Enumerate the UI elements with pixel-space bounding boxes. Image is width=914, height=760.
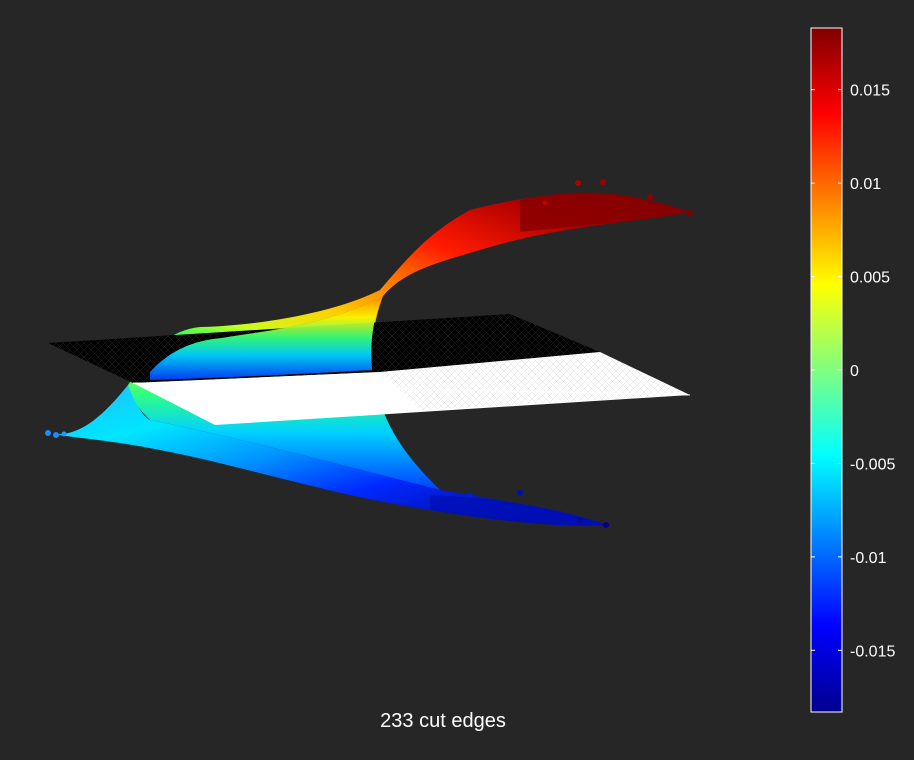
surface-upper-tail — [520, 192, 690, 232]
colorbar-tick-label: 0.015 — [850, 83, 890, 100]
colorbar: -0.015 -0.01 -0.005 0 0.005 0.01 0.015 — [810, 27, 895, 713]
colorbar-tick-label: 0 — [850, 363, 859, 380]
cut-plane-edge — [132, 382, 691, 396]
surface-lower-tail — [430, 495, 607, 526]
colorbar-ticks: -0.015 -0.01 -0.005 0 0.005 0.01 0.015 — [811, 83, 895, 660]
vertex-markers — [45, 179, 693, 528]
colorbar-tick-label: -0.005 — [850, 456, 895, 473]
colorbar-tick-label: -0.01 — [850, 550, 887, 567]
colorbar-tick-label: 0.005 — [850, 270, 890, 287]
axis-caption: 233 cut edges — [380, 710, 506, 732]
surface-wall-front — [150, 296, 383, 380]
cut-plane-front-mesh — [380, 352, 690, 410]
colorbar-gradient — [810, 27, 843, 713]
colorbar-tick-label: -0.015 — [850, 643, 895, 660]
colorbar-tick-label: 0.01 — [850, 176, 881, 193]
